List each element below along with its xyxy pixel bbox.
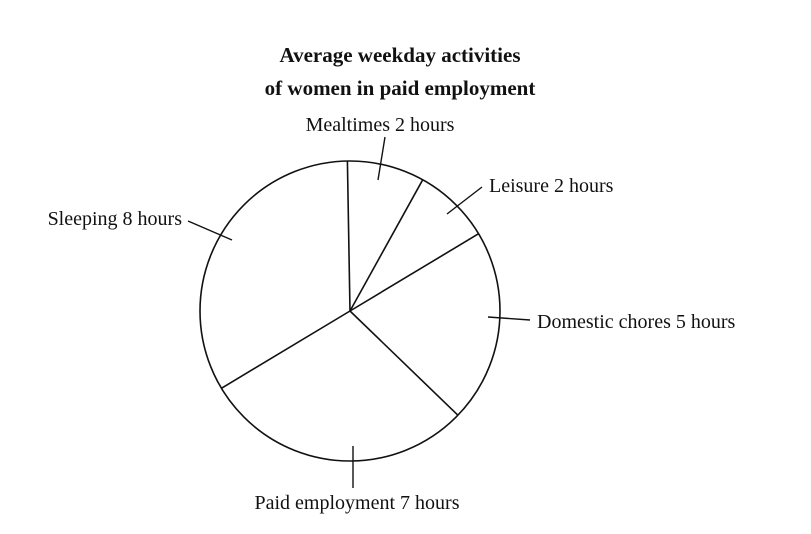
leader-line-mealtimes xyxy=(377,136,386,181)
slice-label-domestic-chores: Domestic chores 5 hours xyxy=(537,311,736,333)
slice-label-sleeping: Sleeping 8 hours xyxy=(48,208,183,230)
leader-line-domestic-chores xyxy=(487,316,531,321)
slice-divider-mealtimes xyxy=(346,160,351,312)
leader-line-leisure xyxy=(446,186,483,215)
leader-line-group xyxy=(187,136,531,488)
slice-label-group: Mealtimes 2 hours Leisure 2 hours Domestic… xyxy=(48,114,736,514)
chart-title-line-2: of women in paid employment xyxy=(265,76,536,100)
slice-divider-group xyxy=(220,160,480,416)
slice-label-paid-employment: Paid employment 7 hours xyxy=(255,492,460,514)
slice-label-leisure: Leisure 2 hours xyxy=(489,175,614,197)
slice-divider-paid-employment xyxy=(349,310,459,416)
slice-divider-leisure xyxy=(349,179,424,312)
slice-divider-domestic-chores xyxy=(349,233,480,312)
chart-title-line-1: Average weekday activities xyxy=(279,43,520,67)
leader-line-sleeping xyxy=(187,220,233,241)
slice-divider-sleeping xyxy=(220,310,351,389)
slice-label-mealtimes: Mealtimes 2 hours xyxy=(306,114,455,136)
